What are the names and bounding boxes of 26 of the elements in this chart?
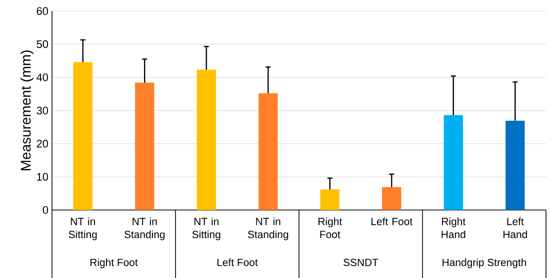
text: Left Foot [217,258,258,266]
bar [444,115,463,210]
y-tick-label: 40 [36,73,48,82]
bar [258,93,278,210]
text: Right Foot [90,258,138,268]
x-tick-label: Right Foot [318,218,342,238]
y-tick-label: 0 [42,206,48,214]
y-tick-label: 20 [36,140,48,148]
bar [73,62,92,210]
text: SSNDT [343,258,378,266]
y-tick-label: 10 [37,172,48,181]
x-tick-label: Right Hand [442,218,466,238]
x-tick-label: Left Foot [372,218,412,226]
x-tick-label: NT in Sitting [192,218,220,240]
bar [135,82,154,210]
y-tick-label: 50 [36,40,48,48]
bar [196,70,216,210]
bar [506,120,525,210]
y-tick-label: 60 [36,7,48,15]
y-tick-label: 30 [36,106,48,114]
x-tick-label: NT in Standing [124,218,165,240]
text: Handgrip Strength [442,258,526,268]
x-tick-label: NT in Sitting [68,218,97,240]
x-tick-label: Left Hand [503,218,527,238]
x-tick-label: NT in Standing [248,218,288,240]
y-axis-title: Measurement (mm) [20,50,34,170]
